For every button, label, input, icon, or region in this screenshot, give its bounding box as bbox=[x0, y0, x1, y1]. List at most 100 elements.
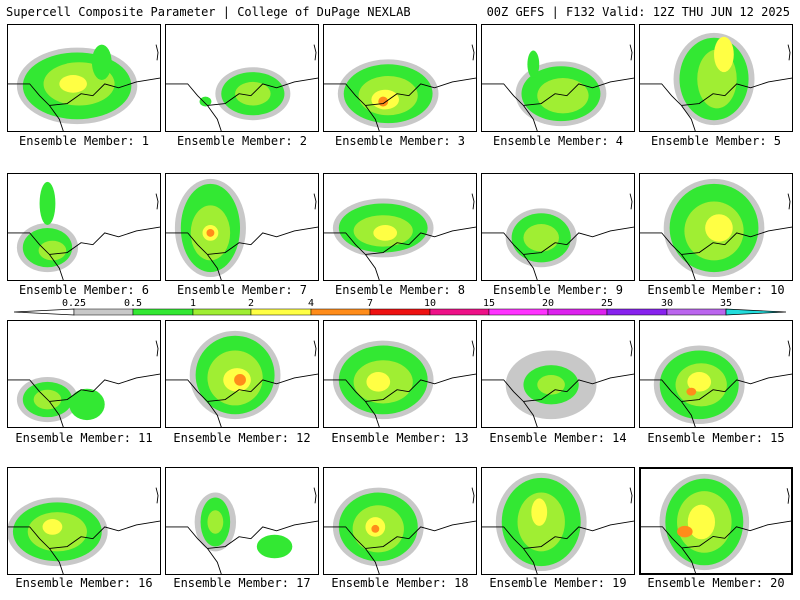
scp-contour-fill bbox=[207, 510, 224, 534]
coastline bbox=[166, 373, 318, 427]
scp-field-map bbox=[640, 340, 792, 427]
ensemble-member-map[interactable] bbox=[7, 173, 161, 281]
scp-field-map bbox=[641, 473, 791, 573]
color-legend: 0.25 0.5 1 2 4 7 10 15 20 25 30 35 bbox=[13, 298, 787, 316]
coastline bbox=[787, 193, 791, 210]
scp-contour-fill bbox=[91, 44, 112, 80]
legend-color-bin bbox=[369, 308, 431, 316]
scp-contour-fill bbox=[366, 372, 391, 392]
scp-field-map bbox=[166, 44, 318, 131]
legend-color-bin bbox=[132, 308, 194, 316]
scp-field-map bbox=[324, 193, 476, 280]
coastline bbox=[324, 226, 476, 280]
ensemble-member-map[interactable] bbox=[481, 173, 635, 281]
legend-tick-label: 15 bbox=[483, 298, 495, 309]
legend-color-bin bbox=[73, 308, 134, 316]
scp-contour-fill bbox=[373, 225, 398, 241]
coastline bbox=[324, 77, 476, 131]
coastline bbox=[313, 340, 317, 357]
legend-high-arrow bbox=[725, 308, 787, 316]
coastline bbox=[471, 44, 475, 61]
scp-field-map bbox=[8, 181, 160, 280]
coastline bbox=[629, 193, 633, 210]
ensemble-member-label: Ensemble Member: 11 bbox=[15, 431, 153, 445]
scp-contour-fill bbox=[687, 372, 712, 392]
ensemble-member-map[interactable] bbox=[7, 320, 161, 428]
coastline bbox=[629, 487, 633, 504]
coastline bbox=[786, 488, 790, 504]
coastline bbox=[166, 520, 318, 574]
legend-tick-label: 0.5 bbox=[124, 298, 142, 309]
coastline bbox=[313, 44, 317, 61]
ensemble-member-label: Ensemble Member: 14 bbox=[489, 431, 627, 445]
scp-contour-fill bbox=[234, 374, 246, 386]
ensemble-member-map[interactable] bbox=[165, 24, 319, 132]
ensemble-member-map[interactable] bbox=[481, 467, 635, 575]
ensemble-member-label: Ensemble Member: 16 bbox=[15, 576, 153, 590]
coastline bbox=[482, 77, 634, 131]
coastline bbox=[313, 193, 317, 210]
ensemble-member-map[interactable] bbox=[7, 467, 161, 575]
ensemble-member-map[interactable] bbox=[639, 467, 793, 575]
ensemble-member-map[interactable] bbox=[165, 320, 319, 428]
legend-tick-label: 0.25 bbox=[62, 298, 86, 309]
scp-field-map bbox=[324, 44, 476, 131]
coastline bbox=[324, 520, 476, 574]
ensemble-member-map[interactable] bbox=[323, 24, 477, 132]
scp-contour-fill bbox=[531, 498, 548, 526]
coastline bbox=[166, 77, 318, 131]
coastline bbox=[166, 226, 318, 280]
ensemble-member-label: Ensemble Member: 12 bbox=[173, 431, 311, 445]
scp-contour-fill bbox=[39, 181, 56, 226]
scp-field-map bbox=[482, 340, 634, 427]
scp-field-map bbox=[324, 487, 476, 574]
ensemble-member-map[interactable] bbox=[323, 173, 477, 281]
legend-color-bin bbox=[192, 308, 252, 316]
model-valid-time: 00Z GEFS | F132 Valid: 12Z THU JUN 12 20… bbox=[486, 5, 790, 19]
ensemble-member-map[interactable] bbox=[323, 467, 477, 575]
ensemble-member-map[interactable] bbox=[323, 320, 477, 428]
ensemble-member-label: Ensemble Member: 4 bbox=[492, 134, 624, 148]
scp-contour-fill bbox=[714, 36, 734, 73]
scp-field-map bbox=[482, 44, 634, 131]
legend-color-bin bbox=[250, 308, 312, 316]
ensemble-member-map[interactable] bbox=[481, 320, 635, 428]
scp-field-map bbox=[324, 340, 476, 427]
coastline bbox=[640, 77, 792, 131]
ensemble-member-label: Ensemble Member: 1 bbox=[18, 134, 150, 148]
ensemble-member-label: Ensemble Member: 5 bbox=[650, 134, 782, 148]
scp-contour-fill bbox=[371, 524, 380, 533]
scp-field-map bbox=[8, 487, 160, 574]
ensemble-member-map[interactable] bbox=[639, 24, 793, 132]
coastline bbox=[482, 520, 634, 574]
scp-contour-fill bbox=[69, 388, 105, 421]
ensemble-member-label: Ensemble Member: 15 bbox=[647, 431, 785, 445]
legend-tick-label: 1 bbox=[190, 298, 196, 309]
scp-field-map bbox=[166, 178, 318, 280]
ensemble-member-map[interactable] bbox=[165, 467, 319, 575]
coastline bbox=[482, 226, 634, 280]
coastline bbox=[482, 373, 634, 427]
coastline bbox=[155, 44, 159, 61]
legend-tick-label: 20 bbox=[542, 298, 554, 309]
ensemble-member-label: Ensemble Member: 19 bbox=[489, 576, 627, 590]
legend-color-bin bbox=[488, 308, 549, 316]
legend-color-bin bbox=[666, 308, 727, 316]
ensemble-member-map[interactable] bbox=[7, 24, 161, 132]
ensemble-member-label: Ensemble Member: 9 bbox=[492, 283, 624, 297]
scp-contour-fill bbox=[705, 214, 733, 242]
scp-field-map bbox=[482, 193, 634, 280]
coastline bbox=[471, 193, 475, 210]
ensemble-member-map[interactable] bbox=[481, 24, 635, 132]
scp-field-map bbox=[8, 340, 160, 427]
scp-field-map bbox=[640, 178, 792, 280]
ensemble-member-map[interactable] bbox=[639, 320, 793, 428]
coastline bbox=[324, 373, 476, 427]
ensemble-member-label: Ensemble Member: 20 bbox=[647, 576, 785, 590]
legend-color-bin bbox=[606, 308, 668, 316]
legend-tick-label: 35 bbox=[720, 298, 732, 309]
ensemble-member-map[interactable] bbox=[165, 173, 319, 281]
ensemble-member-map[interactable] bbox=[639, 173, 793, 281]
coastline bbox=[8, 77, 160, 131]
coastline bbox=[640, 373, 792, 427]
